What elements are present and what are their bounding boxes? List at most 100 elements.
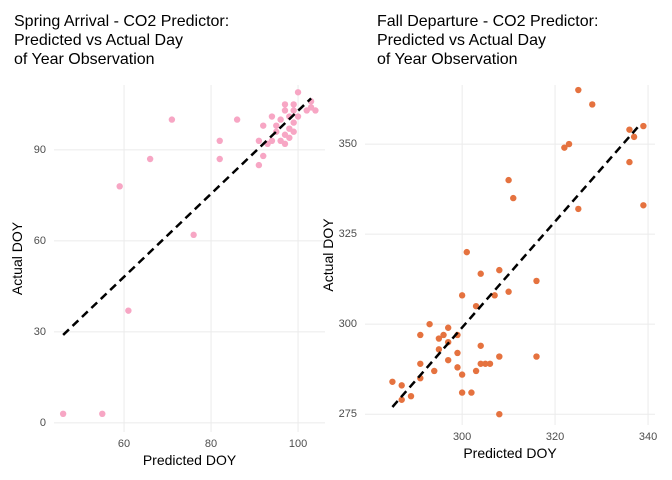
point (146, 155, 154, 163)
point (290, 128, 297, 135)
fit-line (391, 125, 640, 408)
point (255, 137, 263, 145)
point (281, 140, 289, 148)
y-tick-label: 350 (339, 138, 357, 150)
x-tick-label: 320 (546, 431, 564, 443)
point (290, 101, 297, 108)
point (125, 307, 132, 314)
y-tick-label: 30 (34, 326, 46, 338)
point (435, 346, 443, 353)
chart-title: Predicted vs Actual Day (377, 32, 546, 49)
point (294, 113, 302, 120)
point (286, 134, 293, 141)
point (277, 116, 284, 123)
point (444, 324, 452, 331)
point (398, 382, 405, 389)
point (477, 360, 484, 367)
chart-title: Spring Arrival - CO2 Predictor: (14, 13, 229, 30)
point (398, 396, 405, 403)
y-axis-label: Actual DOY (320, 218, 336, 292)
point (312, 107, 319, 114)
y-tick-label: 300 (339, 318, 357, 330)
point (294, 89, 302, 96)
point (417, 360, 424, 367)
x-axis-label: Predicted DOY (463, 445, 557, 461)
point (626, 158, 633, 166)
point (268, 113, 276, 120)
x-tick-label: 340 (639, 431, 657, 443)
point (454, 349, 461, 357)
point (431, 367, 438, 375)
point (190, 231, 197, 239)
y-tick-label: 90 (34, 144, 46, 156)
point (260, 122, 267, 129)
y-tick-label: 325 (339, 228, 357, 240)
y-tick-label: 60 (34, 235, 46, 247)
point (389, 378, 396, 385)
point (417, 331, 424, 339)
x-tick-label: 100 (289, 438, 307, 450)
point (233, 116, 241, 123)
point (290, 119, 297, 126)
y-axis-label: Actual DOY (9, 221, 25, 295)
point (116, 183, 123, 190)
x-tick-label: 300 (453, 431, 471, 443)
point (168, 116, 176, 123)
point (444, 356, 452, 364)
point (491, 292, 498, 299)
point (454, 364, 461, 371)
chart-title: Predicted vs Actual Day (14, 32, 183, 49)
point (640, 202, 647, 209)
point (496, 410, 503, 418)
point (99, 410, 106, 418)
point (533, 353, 540, 360)
point (435, 335, 443, 342)
point (440, 331, 447, 339)
point (575, 86, 582, 94)
point (468, 389, 475, 396)
point (268, 137, 276, 145)
point (281, 101, 289, 108)
point (477, 342, 484, 349)
chart-title: Fall Departure - CO2 Predictor: (377, 13, 598, 30)
x-axis-label: Predicted DOY (143, 452, 237, 468)
point (565, 140, 573, 148)
point (281, 107, 289, 114)
point (290, 107, 297, 114)
point (463, 248, 470, 256)
point (458, 389, 466, 396)
point (505, 288, 512, 295)
point (630, 133, 638, 141)
x-tick-label: 60 (118, 438, 130, 450)
point (477, 270, 484, 277)
point (626, 126, 633, 133)
point (640, 122, 647, 130)
point (533, 277, 540, 285)
point (216, 137, 223, 145)
point (589, 101, 596, 108)
point (472, 367, 480, 375)
chart-title: of Year Observation (377, 51, 518, 68)
point (59, 410, 67, 418)
point (496, 353, 503, 360)
point (472, 302, 480, 310)
point (216, 155, 223, 163)
fit-line (62, 97, 312, 336)
x-tick-label: 80 (205, 438, 217, 450)
point (260, 152, 267, 160)
point (482, 360, 489, 367)
point (426, 320, 433, 328)
point (575, 205, 582, 213)
y-tick-label: 275 (339, 408, 357, 420)
point (407, 392, 415, 400)
point (458, 292, 466, 299)
point (273, 122, 280, 129)
chart-title: of Year Observation (14, 51, 155, 68)
point (505, 176, 512, 184)
point (458, 371, 466, 378)
point (486, 360, 494, 367)
point (255, 161, 263, 169)
point (496, 266, 503, 274)
point (561, 144, 568, 151)
